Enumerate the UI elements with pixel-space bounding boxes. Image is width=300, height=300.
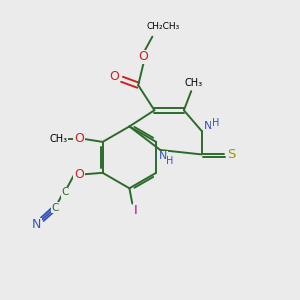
Text: CH₃: CH₃	[184, 78, 202, 88]
Text: C: C	[51, 202, 58, 213]
Text: I: I	[134, 204, 137, 217]
Text: O: O	[74, 133, 84, 146]
Text: CH₂CH₃: CH₂CH₃	[146, 22, 179, 31]
Text: O: O	[74, 168, 84, 181]
Text: N: N	[32, 218, 41, 231]
Text: N: N	[159, 152, 167, 161]
Text: N: N	[204, 121, 212, 130]
Text: CH₃: CH₃	[50, 134, 68, 144]
Text: C: C	[61, 187, 69, 197]
Text: S: S	[227, 148, 235, 161]
Text: H: H	[212, 118, 219, 128]
Text: O: O	[139, 50, 148, 63]
Text: H: H	[166, 156, 173, 166]
Text: O: O	[110, 70, 120, 83]
